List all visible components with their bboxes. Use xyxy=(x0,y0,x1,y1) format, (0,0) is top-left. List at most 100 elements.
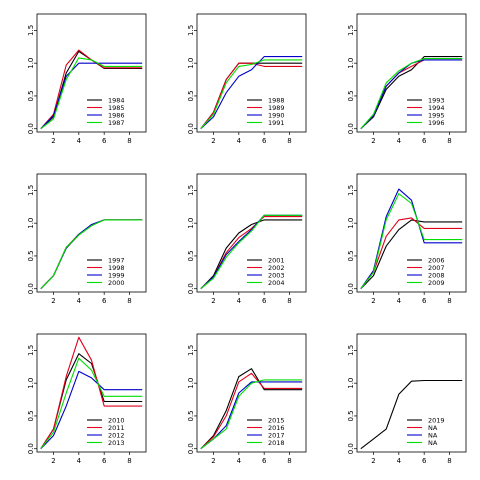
x-tick-label: 6 xyxy=(422,457,427,465)
x-tick-label: 6 xyxy=(422,137,427,145)
y-tick-label: 0.0 xyxy=(187,123,195,134)
y-tick-label: 1.0 xyxy=(187,58,195,69)
y-tick-label: 0.0 xyxy=(347,443,355,454)
y-tick-label: 1.5 xyxy=(347,25,355,36)
plot-frame xyxy=(36,173,147,293)
series-line-2015 xyxy=(200,368,303,450)
x-tick-label: 2 xyxy=(371,297,375,305)
x-tick-label: 4 xyxy=(77,297,82,305)
y-tick-label: 0.0 xyxy=(187,283,195,294)
series-line-1997 xyxy=(40,219,143,290)
legend-label: 1994 xyxy=(428,104,445,112)
y-tick-label: 0.5 xyxy=(347,410,355,421)
series-line-1999 xyxy=(40,219,143,290)
y-tick-label: 0.5 xyxy=(347,250,355,261)
plot-frame xyxy=(356,173,467,293)
series-line-1987 xyxy=(40,57,143,130)
series-line-1991 xyxy=(200,59,303,130)
y-tick-label: 1.5 xyxy=(27,25,35,36)
x-tick-label: 6 xyxy=(102,457,107,465)
legend-label: 2006 xyxy=(428,256,445,264)
x-tick-label: 8 xyxy=(447,137,451,145)
y-tick-label: 0.0 xyxy=(347,283,355,294)
legend-label: 1998 xyxy=(108,264,125,272)
y-tick-label: 1.5 xyxy=(347,185,355,196)
legend-label: 1984 xyxy=(108,96,125,104)
x-tick-label: 8 xyxy=(287,457,291,465)
x-tick-label: 2 xyxy=(211,297,215,305)
legend-label: 2012 xyxy=(108,431,125,439)
y-tick-label: 1.0 xyxy=(187,218,195,229)
x-tick-label: 6 xyxy=(102,137,107,145)
y-tick-label: 1.5 xyxy=(187,345,195,356)
series-line-2001 xyxy=(200,219,303,290)
series-line-2018 xyxy=(200,379,303,450)
x-tick-label: 8 xyxy=(447,297,451,305)
y-tick-label: 1.0 xyxy=(347,378,355,389)
y-tick-label: 1.5 xyxy=(27,345,35,356)
series-line-2007 xyxy=(360,217,463,290)
legend-label: 1993 xyxy=(428,96,445,104)
series-line-2000 xyxy=(40,219,143,290)
series-line-2003 xyxy=(200,214,303,290)
series-line-2016 xyxy=(200,372,303,450)
x-tick-label: 8 xyxy=(287,297,291,305)
x-tick-label: 4 xyxy=(237,457,242,465)
series-line-2019 xyxy=(360,379,463,450)
y-tick-label: 1.5 xyxy=(187,185,195,196)
legend-label: 1986 xyxy=(108,111,125,119)
series-line-1986 xyxy=(40,62,143,130)
legend-label: NA xyxy=(428,424,438,432)
legend-label: 1987 xyxy=(108,119,125,127)
y-tick-label: 0.5 xyxy=(27,250,35,261)
series-line-2009 xyxy=(360,193,463,290)
x-tick-label: 2 xyxy=(211,457,215,465)
legend-label: 2015 xyxy=(268,416,285,424)
legend-label: 2000 xyxy=(108,279,125,287)
series-line-2008 xyxy=(360,188,463,290)
legend-label: 1999 xyxy=(108,271,125,279)
series-line-2013 xyxy=(40,357,143,450)
legend-label: 1988 xyxy=(268,96,285,104)
plot-frame xyxy=(36,13,147,133)
series-line-2002 xyxy=(200,216,303,290)
legend-label: NA xyxy=(428,439,438,447)
series-line-1990 xyxy=(200,56,303,130)
x-tick-label: 6 xyxy=(262,137,267,145)
series-line-1989 xyxy=(200,62,303,130)
x-tick-label: 4 xyxy=(237,297,242,305)
x-tick-label: 2 xyxy=(51,457,55,465)
series-line-2011 xyxy=(40,336,143,449)
y-tick-label: 1.0 xyxy=(27,58,35,69)
x-tick-label: 6 xyxy=(262,457,267,465)
y-tick-label: 1.0 xyxy=(27,378,35,389)
x-tick-label: 4 xyxy=(397,457,402,465)
legend-label: 1991 xyxy=(268,119,285,127)
series-line-2012 xyxy=(40,370,143,450)
series-line-1985 xyxy=(40,49,143,130)
x-tick-label: 8 xyxy=(127,457,131,465)
y-tick-label: 1.0 xyxy=(27,218,35,229)
x-tick-label: 2 xyxy=(51,137,55,145)
y-tick-label: 1.5 xyxy=(347,345,355,356)
series-line-2006 xyxy=(360,219,463,290)
y-tick-label: 0.5 xyxy=(187,250,195,261)
x-tick-label: 2 xyxy=(371,137,375,145)
x-tick-label: 2 xyxy=(211,137,215,145)
x-tick-label: 8 xyxy=(447,457,451,465)
legend-label: 2010 xyxy=(108,416,125,424)
legend-label: NA xyxy=(428,431,438,439)
legend-label: 2003 xyxy=(268,271,285,279)
x-tick-label: 2 xyxy=(371,457,375,465)
x-tick-label: 4 xyxy=(77,457,82,465)
x-tick-label: 6 xyxy=(422,297,427,305)
legend-label: 2017 xyxy=(268,431,285,439)
